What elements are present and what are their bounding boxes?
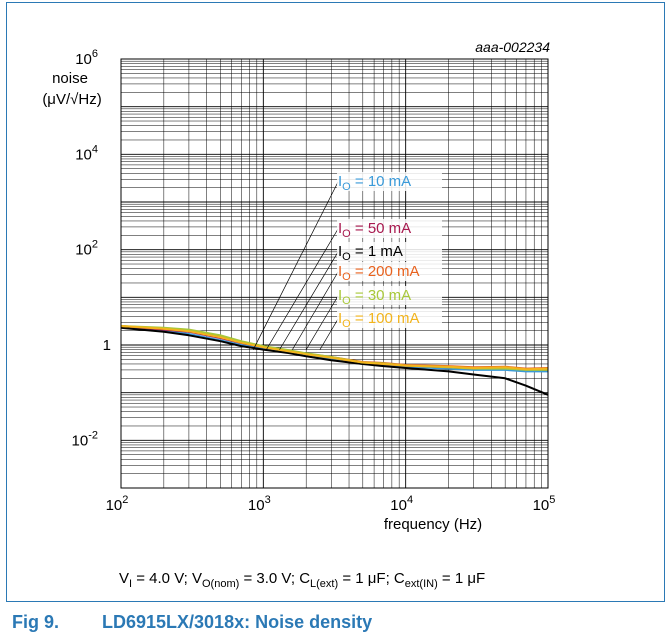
figure-code: aaa-002234 bbox=[475, 39, 550, 55]
tick-labels: 102 103 104 105 106 104 102 1 10-2 bbox=[72, 48, 556, 514]
figure-caption: Fig 9. LD6915LX/3018x: Noise density bbox=[12, 612, 372, 633]
y-tick-label: 10-2 bbox=[72, 429, 98, 449]
cond-cl: CL(ext) = 1 μF; bbox=[299, 570, 394, 590]
legend-label-symbol: I bbox=[338, 173, 342, 190]
grid bbox=[120, 59, 548, 489]
x-tick-label: 105 bbox=[533, 494, 556, 514]
y-tick-exponent: 4 bbox=[92, 143, 98, 155]
legend-label-symbol: I bbox=[338, 263, 342, 280]
x-tick-exponent: 4 bbox=[407, 494, 413, 506]
y-tick-exponent: -2 bbox=[88, 429, 98, 441]
cond-vi: VI = 4.0 V; bbox=[119, 570, 192, 590]
y-tick-exponent: 6 bbox=[92, 48, 98, 60]
legend-label-subscript: O bbox=[342, 228, 351, 240]
legend-leader-line bbox=[305, 295, 339, 350]
x-axis-label: frequency (Hz) bbox=[384, 516, 482, 533]
series-line bbox=[120, 326, 549, 396]
y-tick-label: 104 bbox=[75, 143, 98, 163]
legend-label: IO = 50 mA bbox=[338, 220, 411, 240]
legend-label-bg bbox=[337, 309, 442, 328]
x-tick-label: 102 bbox=[106, 494, 129, 514]
y-tick-label: 106 bbox=[75, 48, 98, 68]
legend-label-text: = 200 mA bbox=[351, 263, 420, 280]
legend-leader-line bbox=[292, 271, 339, 350]
legend-leader-line bbox=[252, 181, 339, 350]
legend-leader-line bbox=[279, 251, 339, 350]
legend-label-symbol: I bbox=[338, 243, 342, 260]
legend-leader-line bbox=[266, 228, 339, 350]
legend-label: IO = 10 mA bbox=[338, 173, 411, 193]
legend-label-subscript: O bbox=[342, 318, 351, 330]
x-tick-exponent: 2 bbox=[122, 494, 128, 506]
legend-label-text: = 1 mA bbox=[351, 243, 403, 260]
legend-label-symbol: I bbox=[338, 310, 342, 327]
legend-label: IO = 1 mA bbox=[338, 243, 403, 263]
legend-label: IO = 100 mA bbox=[338, 310, 420, 330]
series-line bbox=[120, 325, 548, 373]
legend-label-symbol: I bbox=[338, 287, 342, 304]
legend-label-subscript: O bbox=[342, 251, 351, 263]
legend-label-bg bbox=[337, 172, 442, 191]
series-line bbox=[120, 325, 549, 371]
legend-label-text: = 30 mA bbox=[351, 287, 411, 304]
legend-label-bg bbox=[337, 242, 442, 261]
y-axis-label: noise bbox=[52, 70, 88, 87]
x-tick-exponent: 5 bbox=[549, 494, 555, 506]
caption-title: LD6915LX/3018x: Noise density bbox=[102, 612, 373, 632]
legend-label: IO = 200 mA bbox=[338, 263, 420, 283]
legend-label-subscript: O bbox=[342, 181, 351, 193]
legend-leaders bbox=[252, 181, 339, 350]
legend-label: IO = 30 mA bbox=[338, 287, 411, 307]
legend-label-bg bbox=[337, 262, 442, 281]
legend-leader-line bbox=[319, 318, 339, 350]
y-axis-unit: (μV/√Hz) bbox=[42, 91, 101, 108]
y-tick-exponent: 2 bbox=[92, 239, 98, 251]
test-conditions: VI = 4.0 V; VO(nom) = 3.0 V; CL(ext) = 1… bbox=[119, 570, 485, 590]
legend-label-subscript: O bbox=[342, 295, 351, 307]
x-tick-exponent: 3 bbox=[265, 494, 271, 506]
legend-label-bg bbox=[337, 286, 442, 305]
y-tick-label: 1 bbox=[103, 337, 111, 354]
legend-label-symbol: I bbox=[338, 220, 342, 237]
series-group bbox=[120, 325, 549, 396]
cond-vo: VO(nom) = 3.0 V; bbox=[191, 570, 300, 590]
legend-label-text: = 100 mA bbox=[351, 310, 420, 327]
y-tick-label: 102 bbox=[75, 239, 98, 259]
figure-frame bbox=[6, 2, 665, 602]
legend-label-subscript: O bbox=[342, 271, 351, 283]
legend-label-bg bbox=[337, 219, 442, 238]
caption-number: Fig 9. bbox=[12, 612, 60, 632]
legend-label-text: = 10 mA bbox=[351, 173, 411, 190]
legend-label-text: = 50 mA bbox=[351, 220, 411, 237]
x-tick-label: 103 bbox=[248, 494, 271, 514]
plot-border bbox=[120, 58, 549, 489]
x-tick-label: 104 bbox=[390, 494, 413, 514]
cond-cin: Cext(IN) = 1 μF bbox=[393, 570, 486, 590]
